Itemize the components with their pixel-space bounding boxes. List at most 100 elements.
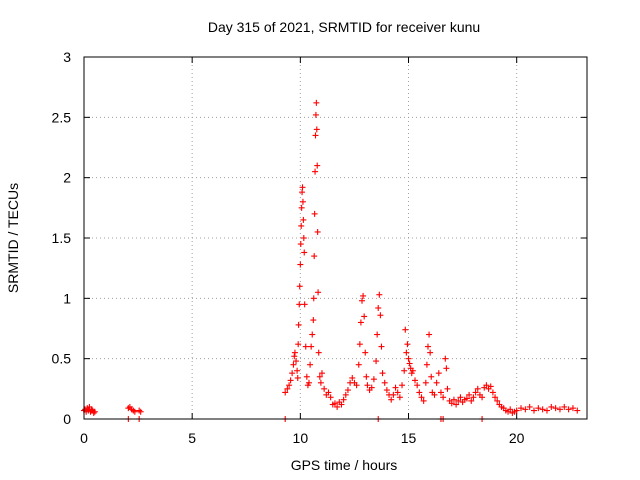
data-point-marker [313, 126, 320, 133]
data-point-marker [370, 376, 377, 383]
data-point-marker [364, 382, 371, 389]
data-point-marker [530, 407, 537, 414]
data-point-marker [442, 355, 449, 362]
data-point-marker [312, 168, 319, 175]
data-point-marker [574, 407, 581, 414]
data-point-marker [470, 394, 477, 401]
grid-layer [84, 57, 587, 419]
data-point-marker [91, 408, 98, 415]
data-point-marker [378, 343, 385, 350]
data-point-marker [318, 370, 325, 377]
data-point-marker [360, 292, 367, 299]
data-point-marker [377, 312, 384, 319]
y-tick-label: 0 [63, 411, 71, 427]
data-point-marker [287, 377, 294, 384]
data-point-marker [297, 241, 304, 248]
data-point-marker [299, 184, 306, 191]
data-point-marker [455, 397, 462, 404]
data-point-marker [340, 396, 347, 403]
data-point-marker [399, 382, 406, 389]
data-point-marker [394, 389, 401, 396]
data-point-marker [362, 349, 369, 356]
data-point-marker [361, 313, 368, 320]
data-point-marker [376, 291, 383, 298]
data-point-marker [375, 304, 382, 311]
x-tick-label: 0 [80, 430, 88, 446]
data-point-marker [293, 358, 300, 365]
data-point-marker [543, 407, 550, 414]
x-tick-label: 5 [188, 430, 196, 446]
data-point-marker [494, 397, 501, 404]
data-point-marker [338, 401, 345, 408]
data-point-marker [457, 394, 464, 401]
y-tick-label: 1 [63, 290, 71, 306]
data-point-marker [349, 374, 356, 381]
data-point-marker [312, 132, 319, 139]
data-point-marker [88, 406, 95, 413]
data-point-marker [479, 394, 486, 401]
data-point-marker [310, 317, 317, 324]
data-point-marker [428, 373, 435, 380]
data-point-marker [396, 394, 403, 401]
data-point-marker [453, 401, 460, 408]
data-point-marker [424, 343, 431, 350]
data-point-marker [427, 349, 434, 356]
data-point-marker [136, 407, 143, 414]
data-point-marker [412, 377, 419, 384]
data-point-marker [522, 406, 529, 413]
data-point-marker [423, 361, 430, 368]
data-point-marker [405, 355, 412, 362]
data-point-marker [284, 385, 291, 392]
data-point-marker [487, 383, 494, 390]
y-tick-label: 0.5 [52, 351, 72, 367]
data-point-marker [344, 387, 351, 394]
data-point-marker [518, 405, 525, 412]
data-point-marker [316, 373, 323, 380]
data-point-marker [404, 341, 411, 348]
data-point-marker [355, 361, 362, 368]
chart-title: Day 315 of 2021, SRMTID for receiver kun… [208, 19, 480, 35]
marker-layer [81, 99, 581, 422]
data-point-marker [313, 99, 320, 106]
data-point-marker [390, 391, 397, 398]
data-point-marker [426, 331, 433, 338]
data-point-marker [431, 391, 438, 398]
data-point-marker [311, 210, 318, 217]
data-point-marker [357, 319, 364, 326]
data-point-marker [309, 331, 316, 338]
data-point-marker [435, 370, 442, 377]
data-point-marker [331, 400, 338, 407]
y-axis-label: SRMTID / TECUs [5, 183, 21, 293]
data-point-marker [383, 387, 390, 394]
data-point-marker [535, 405, 542, 412]
data-point-marker [291, 353, 298, 360]
data-point-marker [314, 228, 321, 235]
y-tick-label: 2.5 [52, 109, 72, 125]
x-tick-label: 20 [509, 430, 525, 446]
data-point-marker [315, 349, 322, 356]
data-point-marker [468, 397, 475, 404]
data-point-marker [137, 408, 144, 415]
data-point-marker [443, 365, 450, 372]
plot-frame [83, 56, 588, 420]
data-point-marker [298, 204, 305, 211]
data-point-marker [552, 405, 559, 412]
data-point-marker [463, 395, 470, 402]
data-point-marker [420, 397, 427, 404]
data-point-marker [298, 222, 305, 229]
data-point-marker [440, 394, 447, 401]
data-point-marker [305, 379, 312, 386]
data-point-marker [414, 382, 421, 389]
x-tick-label: 15 [401, 430, 417, 446]
data-point-marker [539, 406, 546, 413]
data-point-marker [299, 198, 306, 205]
data-point-marker [406, 360, 413, 367]
tick-layer: 0 0.5 1 1.5 2 2.5 3 0 5 10 15 20 [52, 49, 587, 446]
data-point-marker [301, 249, 308, 256]
data-point-marker [409, 367, 416, 374]
y-tick-label: 1.5 [52, 230, 72, 246]
data-point-marker [310, 295, 317, 302]
data-point-marker [317, 379, 324, 386]
data-point-marker [314, 162, 321, 169]
